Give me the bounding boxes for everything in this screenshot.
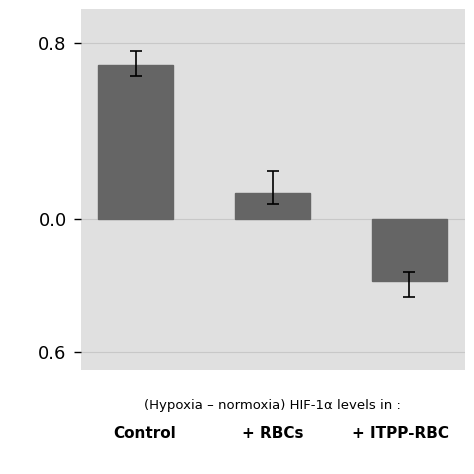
Text: Control: Control (113, 426, 176, 441)
Text: (Hypoxia – normoxia) HIF-1α levels in :: (Hypoxia – normoxia) HIF-1α levels in : (144, 399, 401, 412)
Text: + RBCs: + RBCs (242, 426, 303, 441)
Bar (98, 65, 173, 219)
Bar (372, 219, 447, 281)
Bar (235, 193, 310, 219)
Text: + ITPP-RBC: + ITPP-RBC (352, 426, 449, 441)
